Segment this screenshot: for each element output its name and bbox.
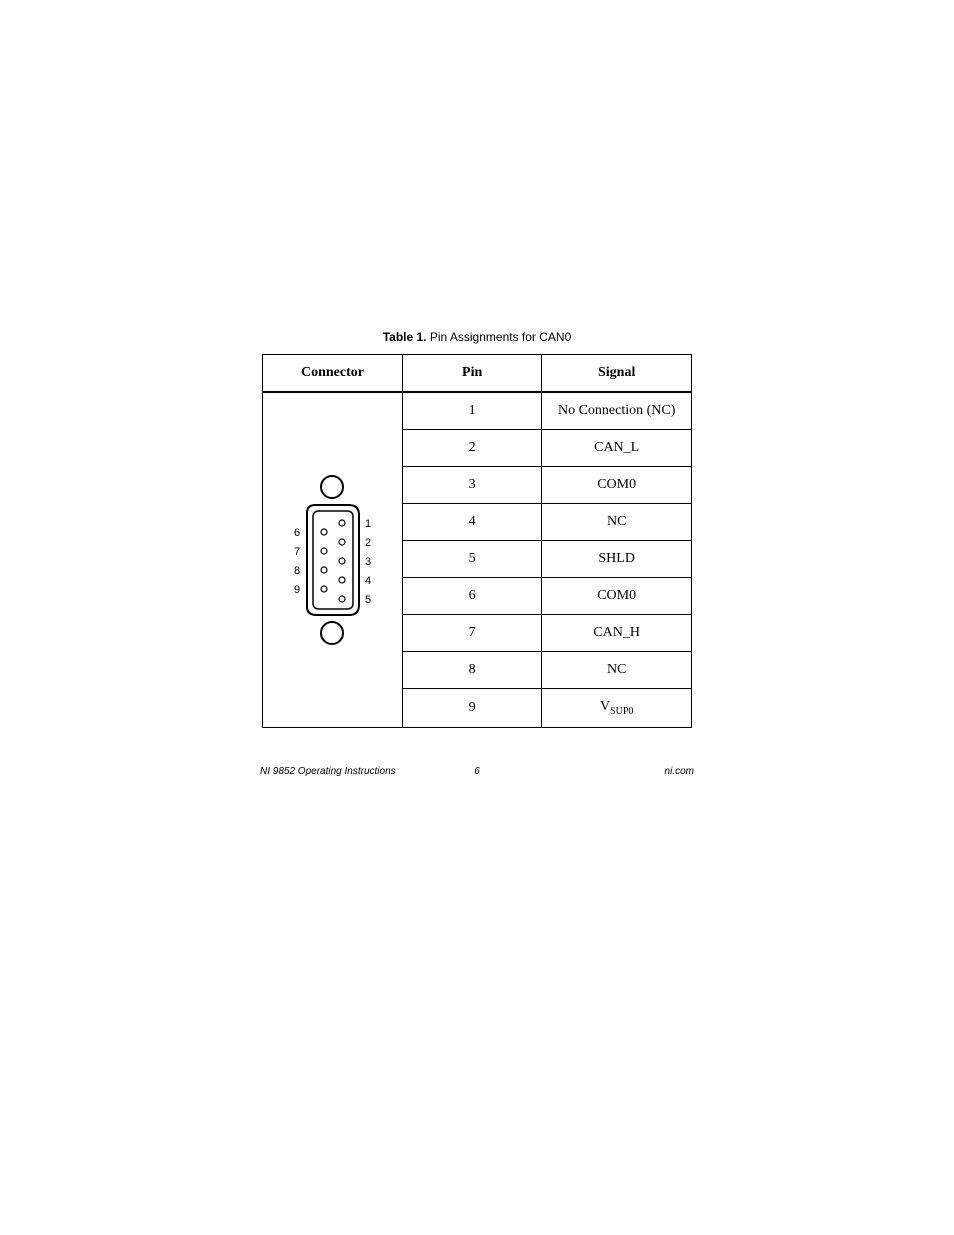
connector-diagram: 1 2 3 4 5 6 7 8 9 — [269, 465, 396, 655]
signal-cell: COM0 — [542, 578, 692, 615]
footer-page-number: 6 — [260, 766, 694, 777]
pin-cell: 3 — [402, 467, 541, 504]
pin-label-2: 2 — [365, 537, 371, 549]
pin-cell: 5 — [402, 541, 541, 578]
d-shell-inner-icon — [313, 511, 353, 609]
pin-7-icon — [321, 548, 327, 554]
signal-cell: VSUP0 — [542, 689, 692, 728]
pin-6-icon — [321, 529, 327, 535]
pin-label-5: 5 — [365, 594, 371, 606]
signal-cell: NC — [542, 652, 692, 689]
connector-cell: 1 2 3 4 5 6 7 8 9 — [263, 392, 403, 727]
pin-cell: 7 — [402, 615, 541, 652]
signal-sub: SUP0 — [610, 706, 633, 717]
col-header-pin: Pin — [402, 355, 541, 393]
pin-label-4: 4 — [365, 575, 371, 587]
pin-label-9: 9 — [294, 584, 300, 596]
pin-label-7: 7 — [294, 546, 300, 558]
col-header-signal: Signal — [542, 355, 692, 393]
pin-cell: 6 — [402, 578, 541, 615]
pin-cell: 8 — [402, 652, 541, 689]
pin-cell: 9 — [402, 689, 541, 728]
d-shell-outer-icon — [307, 505, 359, 615]
signal-cell: CAN_H — [542, 615, 692, 652]
pin-9-icon — [321, 586, 327, 592]
pin-label-6: 6 — [294, 527, 300, 539]
table-caption-label: Table 1. — [383, 330, 427, 344]
pin-assignments-table: Connector Pin Signal — [262, 354, 692, 728]
signal-base: V — [600, 699, 610, 714]
signal-cell: NC — [542, 504, 692, 541]
signal-cell: SHLD — [542, 541, 692, 578]
pin-cell: 4 — [402, 504, 541, 541]
signal-cell: No Connection (NC) — [542, 392, 692, 430]
pin-label-1: 1 — [365, 518, 371, 530]
mounting-hole-top-icon — [321, 476, 343, 498]
pin-8-icon — [321, 567, 327, 573]
pin-label-3: 3 — [365, 556, 371, 568]
table-caption-title: Pin Assignments for CAN0 — [430, 330, 571, 344]
signal-cell: COM0 — [542, 467, 692, 504]
table-row: 1 2 3 4 5 6 7 8 9 1 No C — [263, 392, 692, 430]
table-caption: Table 1. Pin Assignments for CAN0 — [260, 330, 694, 344]
table-header-row: Connector Pin Signal — [263, 355, 692, 393]
mounting-hole-bottom-icon — [321, 622, 343, 644]
page: Table 1. Pin Assignments for CAN0 Connec… — [0, 0, 954, 1235]
pin-3-icon — [339, 558, 345, 564]
pin-label-8: 8 — [294, 565, 300, 577]
pin-5-icon — [339, 596, 345, 602]
pin-1-icon — [339, 520, 345, 526]
signal-cell: CAN_L — [542, 430, 692, 467]
col-header-connector: Connector — [263, 355, 403, 393]
pin-2-icon — [339, 539, 345, 545]
pin-4-icon — [339, 577, 345, 583]
pin-cell: 2 — [402, 430, 541, 467]
db9-connector-icon: 1 2 3 4 5 6 7 8 9 — [277, 465, 387, 655]
pin-cell: 1 — [402, 392, 541, 430]
page-footer: NI 9852 Operating Instructions 6 ni.com — [260, 766, 694, 777]
